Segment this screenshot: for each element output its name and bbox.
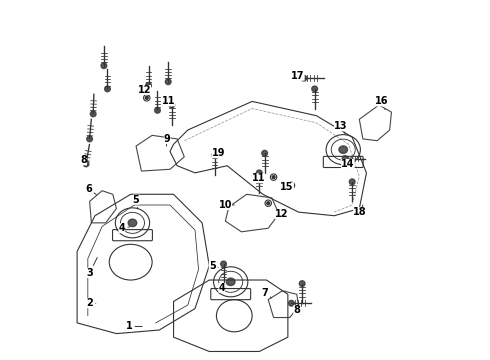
- Circle shape: [290, 184, 293, 187]
- Circle shape: [87, 136, 93, 142]
- Text: 5: 5: [133, 195, 140, 208]
- Circle shape: [146, 82, 151, 88]
- Text: 15: 15: [280, 182, 294, 192]
- Circle shape: [299, 281, 305, 287]
- Circle shape: [256, 170, 262, 176]
- Text: 17: 17: [291, 71, 305, 81]
- Circle shape: [212, 152, 218, 158]
- Circle shape: [301, 75, 307, 81]
- Text: 11: 11: [252, 173, 265, 183]
- Text: 6: 6: [85, 184, 96, 194]
- Circle shape: [267, 202, 270, 204]
- Text: 18: 18: [353, 205, 367, 217]
- Text: 9: 9: [164, 134, 171, 146]
- Circle shape: [169, 102, 174, 108]
- Circle shape: [342, 156, 348, 161]
- Circle shape: [155, 108, 160, 113]
- Text: 11: 11: [161, 96, 175, 107]
- Circle shape: [272, 176, 275, 179]
- Text: 14: 14: [341, 158, 355, 169]
- Circle shape: [101, 63, 107, 68]
- Circle shape: [220, 261, 226, 267]
- Text: 1: 1: [125, 321, 142, 332]
- Circle shape: [104, 86, 110, 92]
- Text: 12: 12: [275, 209, 288, 219]
- Circle shape: [312, 86, 318, 92]
- Text: 16: 16: [375, 96, 388, 109]
- Text: 8: 8: [294, 303, 300, 315]
- Text: 5: 5: [209, 261, 218, 271]
- Circle shape: [146, 96, 148, 99]
- Text: 2: 2: [86, 298, 96, 308]
- Circle shape: [262, 150, 268, 156]
- Text: 12: 12: [138, 85, 151, 96]
- Text: 13: 13: [334, 121, 347, 134]
- Text: 7: 7: [261, 288, 271, 298]
- Circle shape: [349, 179, 355, 185]
- Circle shape: [90, 111, 96, 117]
- Circle shape: [83, 161, 89, 167]
- Text: 3: 3: [86, 257, 98, 278]
- Text: 4: 4: [219, 283, 228, 293]
- Circle shape: [289, 300, 294, 306]
- Ellipse shape: [128, 219, 137, 226]
- Ellipse shape: [226, 278, 235, 285]
- Circle shape: [165, 79, 171, 85]
- Text: 19: 19: [212, 148, 225, 158]
- Text: 4: 4: [119, 223, 130, 233]
- Ellipse shape: [339, 146, 347, 153]
- Text: 8: 8: [80, 156, 88, 166]
- Text: 10: 10: [219, 200, 234, 210]
